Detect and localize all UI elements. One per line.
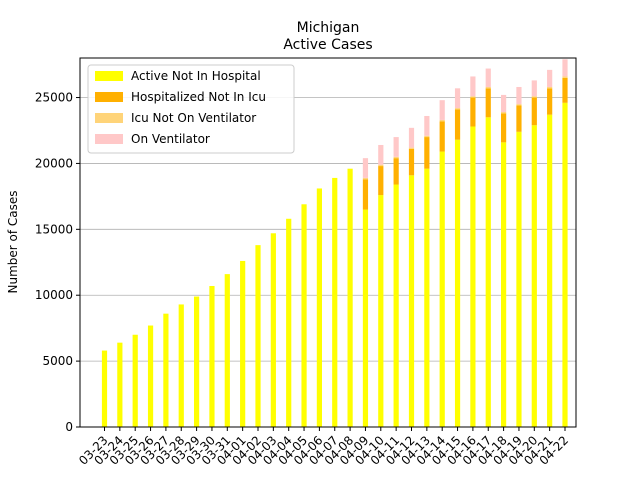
bar-04-12-series-3	[408, 127, 415, 148]
bar-04-21-series-2	[547, 86, 553, 89]
bar-04-11-series-3	[393, 137, 399, 157]
bar-03-24-series-0	[117, 342, 123, 427]
bar-04-11-series-0	[393, 184, 399, 427]
bar-04-13-series-1	[424, 137, 430, 169]
bar-04-21-series-1	[547, 88, 553, 115]
bar-04-16-series-2	[470, 96, 476, 98]
bar-04-12-series-2	[408, 147, 415, 149]
bar-04-10-series-3	[378, 144, 384, 165]
bar-03-29-series-0	[194, 296, 200, 427]
bar-04-20-series-1	[531, 97, 537, 126]
bar-04-19-series-1	[516, 105, 522, 132]
bar-04-14-series-2	[439, 119, 445, 122]
bar-04-13-series-2	[424, 135, 430, 138]
bar-04-14-series-1	[439, 121, 445, 152]
y-tick-label: 15000	[35, 222, 73, 236]
bar-04-09-series-3	[362, 158, 369, 178]
bar-04-08-series-0	[347, 168, 353, 427]
y-tick-label: 20000	[35, 156, 73, 170]
bar-04-19-series-0	[516, 131, 522, 428]
bar-04-15-series-3	[454, 88, 461, 109]
legend-label: On Ventilator	[131, 132, 210, 146]
bar-04-10-series-0	[378, 195, 384, 427]
legend-swatch	[95, 71, 123, 81]
bar-04-01-series-0	[240, 260, 246, 427]
bar-04-12-series-0	[408, 175, 415, 427]
y-tick-label: 0	[65, 420, 73, 434]
bar-04-18-series-3	[501, 94, 507, 113]
bar-04-16-series-3	[470, 76, 476, 97]
bar-04-06-series-0	[316, 188, 322, 427]
bar-04-13-series-3	[424, 115, 430, 136]
bars	[101, 59, 568, 428]
y-tick-label: 10000	[35, 288, 73, 302]
bar-04-17-series-2	[485, 86, 491, 89]
bar-04-21-series-3	[547, 69, 553, 87]
legend-label: Hospitalized Not In Icu	[131, 90, 266, 104]
bar-04-03-series-0	[270, 233, 276, 427]
bar-04-17-series-0	[485, 117, 491, 427]
bar-04-11-series-1	[393, 158, 399, 185]
bar-03-27-series-0	[163, 313, 169, 427]
bar-04-15-series-1	[454, 109, 461, 140]
y-tick-label: 5000	[42, 354, 73, 368]
bar-04-17-series-3	[485, 68, 491, 87]
y-tick-label: 25000	[35, 91, 73, 105]
legend-label: Icu Not On Ventilator	[131, 111, 256, 125]
bar-04-09-series-0	[362, 209, 369, 427]
plot-frame	[79, 57, 577, 428]
legend: Active Not In Hospital Hospitalized Not I…	[87, 64, 295, 154]
bar-04-07-series-0	[332, 177, 338, 427]
bar-04-18-series-0	[501, 142, 507, 428]
bar-04-19-series-2	[516, 104, 522, 106]
bar-04-22-series-0	[562, 102, 568, 428]
bar-04-20-series-0	[531, 125, 537, 427]
bar-04-04-series-0	[286, 218, 292, 427]
y-axis: 0 5000 10000 15000 20000 25000	[35, 91, 80, 434]
bar-04-12-series-1	[408, 148, 415, 176]
bar-04-20-series-3	[531, 80, 537, 97]
legend-box	[87, 64, 295, 154]
bar-04-16-series-1	[470, 97, 476, 127]
chart-title: Michigan	[297, 20, 360, 36]
y-axis-label: Number of Cases	[6, 190, 20, 293]
bar-04-22-series-2	[562, 76, 568, 78]
bar-04-05-series-0	[301, 204, 307, 427]
bar-04-22-series-3	[562, 59, 568, 77]
bar-04-10-series-2	[378, 164, 384, 167]
bar-04-19-series-3	[516, 86, 522, 105]
bar-04-11-series-2	[393, 156, 399, 159]
bar-03-31-series-0	[224, 274, 230, 427]
bar-04-13-series-0	[424, 168, 430, 427]
legend-swatch	[95, 92, 123, 102]
bar-04-17-series-1	[485, 88, 491, 118]
chart-subtitle: Active Cases	[283, 37, 372, 53]
bar-04-16-series-0	[470, 126, 476, 428]
bar-04-22-series-1	[562, 77, 568, 103]
bar-04-21-series-0	[547, 114, 553, 428]
bar-04-15-series-2	[454, 108, 461, 110]
legend-swatch	[95, 134, 123, 144]
bar-03-26-series-0	[147, 325, 154, 427]
bar-04-14-series-3	[439, 100, 445, 120]
legend-label: Active Not In Hospital	[131, 69, 261, 83]
bar-03-30-series-0	[209, 285, 215, 427]
bar-04-10-series-1	[378, 166, 384, 196]
bar-04-14-series-0	[439, 151, 445, 427]
bar-03-28-series-0	[178, 304, 184, 427]
bar-04-15-series-0	[454, 139, 461, 427]
x-axis: 03-2303-2403-2503-2603-2703-2803-2903-30…	[76, 427, 571, 468]
bar-03-23-series-0	[101, 350, 108, 427]
bar-04-09-series-1	[362, 179, 369, 210]
bar-04-09-series-2	[362, 177, 369, 180]
bar-04-18-series-2	[501, 112, 507, 114]
bar-04-20-series-2	[531, 96, 537, 98]
legend-swatch	[95, 113, 123, 123]
bar-04-18-series-1	[501, 113, 507, 143]
bar-03-25-series-0	[132, 334, 138, 427]
bar-04-02-series-0	[255, 245, 261, 427]
